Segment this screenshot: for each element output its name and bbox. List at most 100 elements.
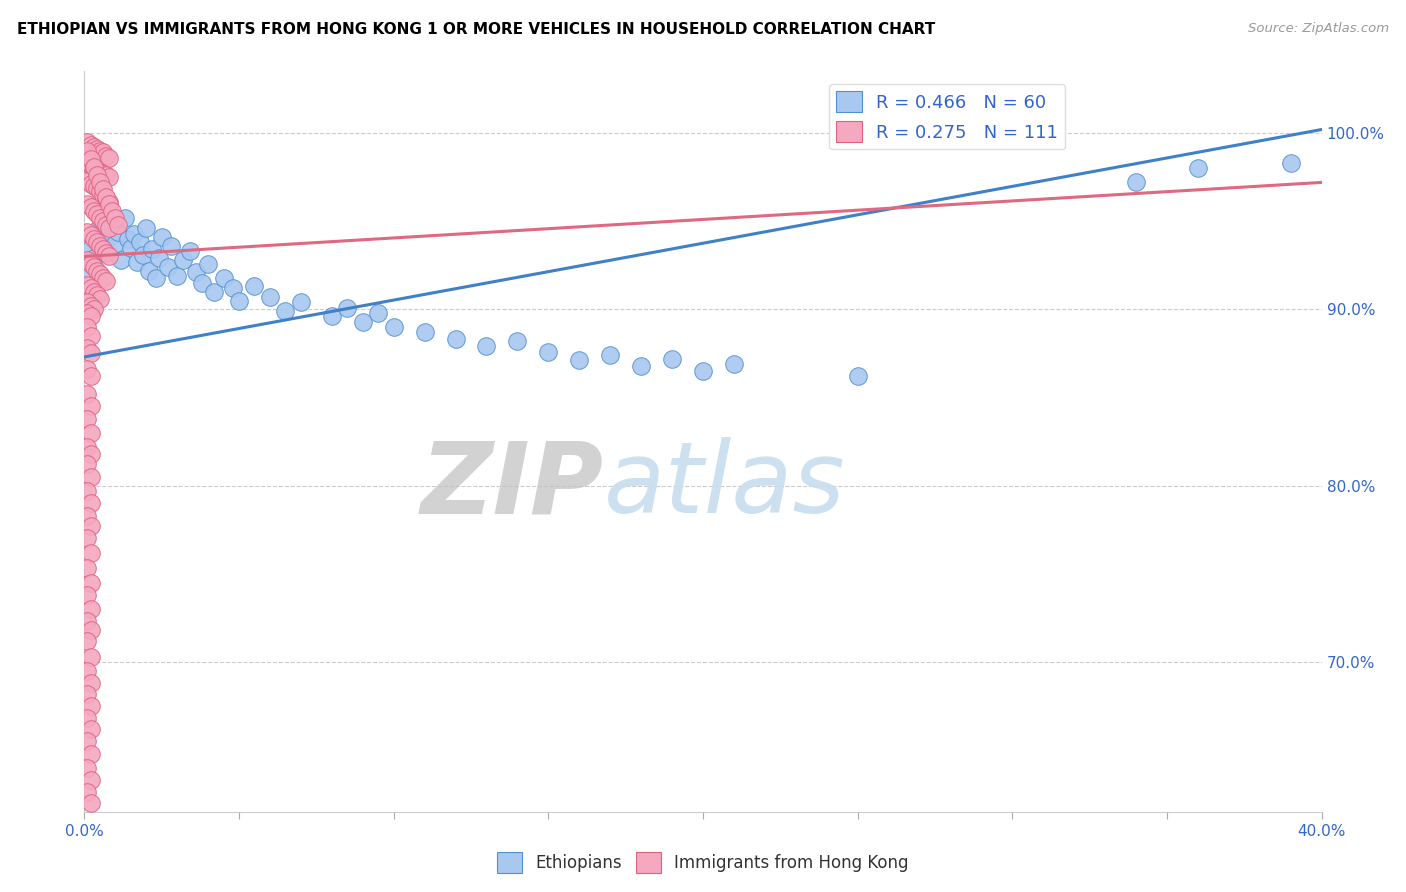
Point [94,169,117,183]
Point [83,302,105,317]
Point [94,191,117,205]
Point [76,252,98,267]
Point [76,261,98,276]
Point [79,241,101,255]
Point [228,293,250,308]
Point [89,184,111,198]
Point [89,175,111,190]
Point [197,256,219,270]
Point [76,664,98,678]
Text: Source: ZipAtlas.com: Source: ZipAtlas.com [1249,22,1389,36]
Point [76,588,98,602]
Point [98,196,121,211]
Point [135,221,157,235]
Legend: Ethiopians, Immigrants from Hong Kong: Ethiopians, Immigrants from Hong Kong [491,846,915,880]
Point [76,532,98,546]
Point [76,225,98,239]
Point [321,310,343,324]
Point [76,458,98,472]
Point [98,249,121,263]
Legend: R = 0.466   N = 60, R = 0.275   N = 111: R = 0.466 N = 60, R = 0.275 N = 111 [830,84,1066,149]
Point [79,138,101,153]
Point [94,246,117,260]
Point [83,140,105,154]
Point [76,196,98,211]
Point [89,211,111,225]
Point [145,270,167,285]
Point [132,248,155,262]
Point [79,623,101,637]
Point [83,161,105,176]
Point [98,151,121,165]
Point [1125,175,1147,190]
Point [94,274,117,288]
Point [166,268,188,283]
Point [191,276,214,290]
Point [79,496,101,510]
Point [444,332,467,346]
Point [76,277,98,292]
Point [76,561,98,575]
Point [86,207,108,221]
Point [86,288,108,302]
Point [367,306,389,320]
Point [86,142,108,156]
Point [79,772,101,787]
Point [104,237,127,252]
Point [98,221,121,235]
Point [91,214,114,228]
Point [661,351,683,366]
Point [184,265,207,279]
Point [76,687,98,701]
Point [94,149,117,163]
Point [76,633,98,648]
Point [76,135,98,149]
Point [76,734,98,748]
Point [156,260,179,274]
Point [382,320,405,334]
Point [98,230,121,244]
Point [79,328,101,343]
Point [79,698,101,713]
Point [79,200,101,214]
Point [107,225,129,239]
Point [336,301,359,315]
Point [76,440,98,454]
Point [212,270,235,285]
Point [79,256,101,270]
Point [76,156,98,170]
Point [76,306,98,320]
Point [91,214,114,228]
Point [101,218,124,232]
Point [76,174,98,188]
Point [129,235,152,250]
Point [76,785,98,799]
Point [846,369,869,384]
Point [79,546,101,560]
Point [290,295,312,310]
Point [86,180,108,194]
Point [107,218,129,232]
Point [160,239,183,253]
Point [94,189,117,203]
Point [76,761,98,775]
Point [76,508,98,523]
Point [79,310,101,324]
Point [83,285,105,299]
Point [76,320,98,334]
Point [76,295,98,310]
Point [89,144,111,158]
Point [86,235,108,250]
Point [101,203,124,218]
Point [79,602,101,616]
Point [76,411,98,425]
Point [89,267,111,281]
Point [79,228,101,243]
Point [94,218,117,232]
Point [79,153,101,167]
Point [76,711,98,725]
Point [120,241,142,255]
Point [89,292,111,306]
Point [91,270,114,285]
Point [79,158,101,172]
